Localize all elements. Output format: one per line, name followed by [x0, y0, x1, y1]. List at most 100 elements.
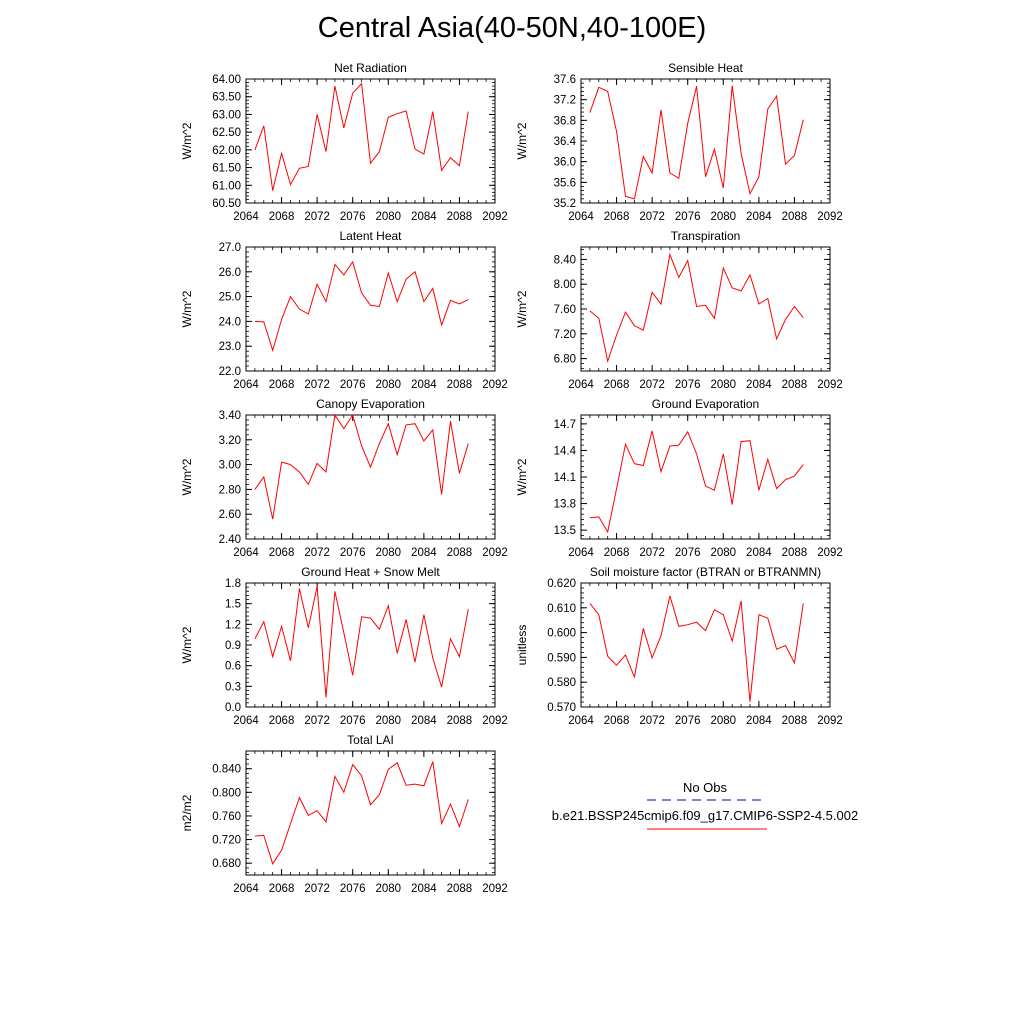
y-axis-label: m2/m2 — [180, 794, 194, 831]
y-tick-label: 2.80 — [219, 484, 241, 496]
panel-title: Transpiration — [671, 229, 741, 243]
y-tick-label: 64.00 — [212, 74, 241, 86]
x-tick-label: 2084 — [411, 715, 437, 727]
y-tick-label: 13.8 — [554, 499, 576, 511]
y-tick-label: 3.20 — [219, 435, 241, 447]
panel-title: Ground Evaporation — [652, 397, 759, 411]
x-tick-label: 2092 — [817, 379, 843, 391]
chart-panel-4: Transpiration W/m^2 2064 2068 2072 2076 2080 20… — [515, 229, 843, 391]
x-tick-label: 2080 — [375, 883, 401, 895]
series-line — [589, 85, 804, 200]
y-tick-label: 36.0 — [554, 157, 576, 169]
x-tick-label: 2092 — [817, 715, 843, 727]
x-tick-label: 2068 — [604, 379, 630, 391]
y-tick-label: 36.8 — [554, 115, 576, 127]
y-tick-label: 6.80 — [554, 354, 576, 366]
plot-frame — [245, 78, 496, 204]
x-tick-label: 2064 — [568, 379, 594, 391]
panel-title: Net Radiation — [334, 61, 407, 75]
y-tick-label: 0.570 — [547, 702, 576, 714]
x-tick-label: 2080 — [375, 379, 401, 391]
chart-panel-2: Sensible Heat W/m^2 2064 2068 2072 2076 2080 20… — [515, 61, 843, 223]
x-tick-label: 2084 — [411, 547, 437, 559]
x-tick-label: 2064 — [568, 715, 594, 727]
series-line — [254, 586, 469, 698]
x-tick-label: 2072 — [304, 715, 330, 727]
x-tick-label: 2068 — [269, 211, 295, 223]
y-tick-label: 0.680 — [212, 858, 241, 870]
y-axis-label: W/m^2 — [515, 458, 529, 495]
x-tick-label: 2088 — [782, 715, 808, 727]
x-tick-label: 2088 — [782, 547, 808, 559]
x-tick-label: 2064 — [568, 211, 594, 223]
x-tick-label: 2092 — [482, 379, 508, 391]
x-tick-label: 2068 — [269, 715, 295, 727]
series-line — [589, 595, 804, 702]
x-tick-label: 2064 — [233, 211, 259, 223]
y-tick-label: 22.0 — [219, 366, 241, 378]
panel-title: Sensible Heat — [668, 61, 743, 75]
y-tick-label: 13.5 — [554, 525, 576, 537]
x-tick-label: 2088 — [447, 547, 473, 559]
y-tick-label: 23.0 — [219, 341, 241, 353]
y-tick-label: 63.50 — [212, 92, 241, 104]
x-tick-label: 2072 — [639, 547, 665, 559]
y-axis-label: W/m^2 — [180, 458, 194, 495]
x-tick-label: 2092 — [482, 211, 508, 223]
plot-frame — [245, 246, 496, 372]
x-tick-label: 2080 — [375, 547, 401, 559]
y-tick-label: 7.20 — [554, 329, 576, 341]
series-line — [589, 430, 804, 534]
x-tick-label: 2076 — [340, 379, 366, 391]
y-tick-label: 0.840 — [212, 764, 241, 776]
y-tick-label: 63.00 — [212, 109, 241, 121]
y-tick-label: 7.60 — [554, 304, 576, 316]
y-axis-label: W/m^2 — [515, 122, 529, 159]
y-tick-label: 62.00 — [212, 145, 241, 157]
y-tick-label: 0.620 — [547, 578, 576, 590]
x-tick-label: 2072 — [639, 379, 665, 391]
plot-frame — [580, 582, 831, 708]
y-tick-label: 1.5 — [225, 599, 241, 611]
x-tick-label: 2076 — [340, 547, 366, 559]
x-tick-label: 2068 — [269, 547, 295, 559]
x-tick-label: 2088 — [447, 379, 473, 391]
series-line — [254, 260, 469, 353]
y-axis-label: W/m^2 — [180, 626, 194, 663]
x-tick-label: 2080 — [375, 715, 401, 727]
x-tick-label: 2092 — [482, 883, 508, 895]
y-tick-label: 60.50 — [212, 198, 241, 210]
y-tick-label: 1.8 — [225, 578, 241, 590]
y-axis-label: W/m^2 — [180, 290, 194, 327]
y-tick-label: 0.760 — [212, 811, 241, 823]
y-tick-label: 0.600 — [547, 628, 576, 640]
y-tick-label: 62.50 — [212, 127, 241, 139]
y-tick-label: 3.00 — [219, 460, 241, 472]
y-tick-label: 35.6 — [554, 177, 576, 189]
x-tick-label: 2072 — [639, 715, 665, 727]
x-tick-label: 2068 — [604, 715, 630, 727]
y-tick-label: 0.3 — [225, 681, 241, 693]
x-tick-label: 2084 — [411, 883, 437, 895]
legend-title: No Obs — [682, 780, 728, 795]
x-tick-label: 2088 — [447, 211, 473, 223]
y-tick-label: 14.1 — [554, 472, 576, 484]
y-tick-label: 37.2 — [554, 95, 576, 107]
x-tick-label: 2084 — [746, 547, 772, 559]
x-tick-label: 2064 — [568, 547, 594, 559]
series-line — [254, 761, 469, 865]
y-tick-label: 1.2 — [225, 619, 241, 631]
x-tick-label: 2072 — [304, 547, 330, 559]
series-line — [254, 82, 469, 191]
panel-title: Latent Heat — [339, 229, 402, 243]
panel-title: Soil moisture factor (BTRAN or BTRANMN) — [590, 565, 821, 579]
chart-panel-3: Latent Heat W/m^2 2064 2068 2072 2076 2080 2084… — [180, 229, 508, 391]
x-tick-label: 2080 — [710, 379, 736, 391]
x-tick-label: 2088 — [782, 379, 808, 391]
plot-frame — [245, 414, 496, 540]
x-tick-label: 2088 — [447, 883, 473, 895]
x-tick-label: 2076 — [675, 211, 701, 223]
x-tick-label: 2064 — [233, 715, 259, 727]
y-tick-label: 0.9 — [225, 640, 241, 652]
